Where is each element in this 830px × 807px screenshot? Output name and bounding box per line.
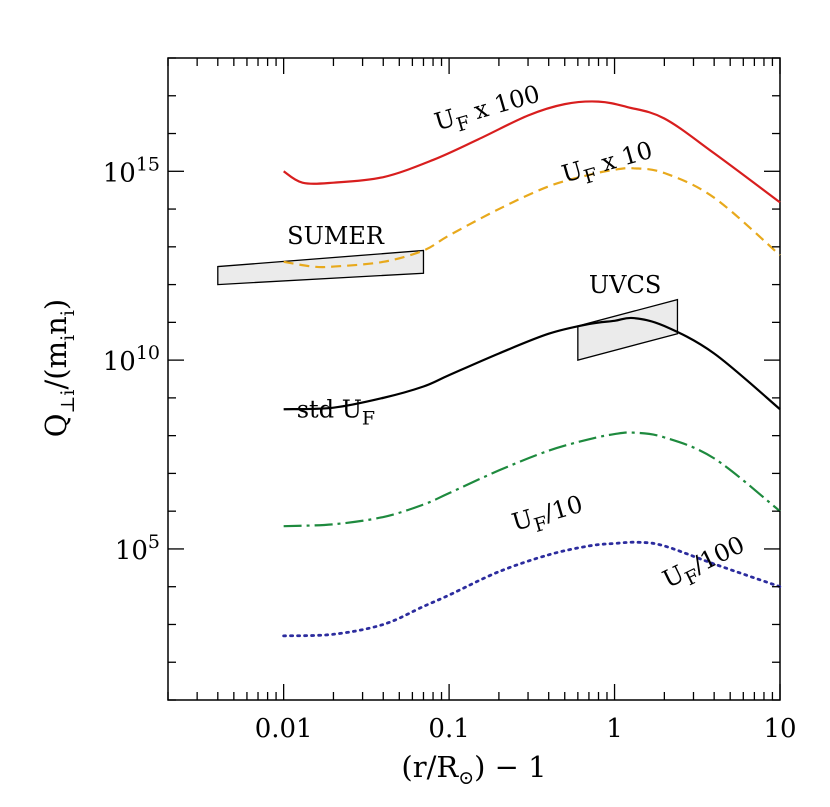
tick-group	[167, 57, 781, 701]
y-tick-label-base: 10	[115, 536, 148, 566]
series-uf_x10	[283, 167, 781, 269]
curve-label-sub: F	[362, 408, 375, 430]
y-axis-label-q: Q	[39, 413, 73, 437]
y-tick-label-base: 10	[103, 347, 136, 377]
y-tick-label: 105	[115, 531, 160, 566]
band-uvcs	[577, 298, 679, 361]
y-axis-label-n: n	[39, 316, 73, 335]
y-axis-label: Q⊥i/(mini)	[39, 299, 79, 438]
curve-label-sub: F	[454, 112, 473, 137]
y-axis-label-mid: /(m	[39, 341, 73, 390]
y-tick-label: 1015	[103, 153, 160, 188]
band-label-uvcs: UVCS	[589, 271, 661, 299]
series-uf_div10	[283, 431, 781, 528]
x-tick-label: 0.01	[255, 714, 313, 744]
plot-frame	[167, 57, 781, 701]
curve-label-sub: F	[581, 164, 600, 189]
y-axis-label-sub2: i	[57, 335, 79, 341]
y-tick-label-base: 10	[103, 158, 136, 188]
y-tick-label-exp: 10	[136, 342, 160, 364]
y-tick-label-exp: 15	[136, 153, 160, 175]
curve-label-lbl_std_uf: std UF	[297, 396, 375, 430]
y-axis-label-sub3: i	[57, 310, 79, 316]
y-axis-label-close: )	[39, 299, 73, 310]
curve-label-lbl_uf_div10: UF/10	[509, 490, 588, 543]
curve-label-sub: F	[532, 512, 551, 537]
x-tick-label: 0.1	[428, 714, 469, 744]
x-axis-label-post: ) − 1	[474, 750, 547, 784]
series-uf_div100	[282, 540, 782, 638]
x-tick-label: 1	[606, 714, 623, 744]
series-group	[282, 100, 782, 638]
curve-label-lbl_uf_x10: UF x 10	[559, 136, 658, 194]
curve-label-rest: x 100	[463, 80, 542, 127]
series-uf_x100	[283, 100, 781, 204]
curve-label-rest: /10	[541, 490, 586, 528]
band-label-sumer: SUMER	[287, 222, 385, 250]
series-std_uf	[283, 316, 781, 411]
band-group	[217, 249, 679, 361]
curve-label-lbl_uf_x100: UF x 100	[431, 80, 544, 142]
y-axis-label-sub1: ⊥i	[57, 390, 79, 414]
curve-label-rest: x 10	[591, 136, 656, 179]
x-tick-label: 10	[763, 714, 796, 744]
y-tick-label-exp: 5	[148, 531, 160, 553]
curve-label-main: std U	[297, 396, 362, 424]
curve-label-lbl_uf_div100: UF/100	[658, 530, 751, 599]
x-axis-label-sub: ⊙	[458, 767, 474, 789]
y-tick-label: 1010	[103, 342, 160, 377]
x-axis-label-pre: (r/R	[401, 750, 459, 784]
x-axis-label: (r/R⊙) − 1	[401, 750, 546, 789]
